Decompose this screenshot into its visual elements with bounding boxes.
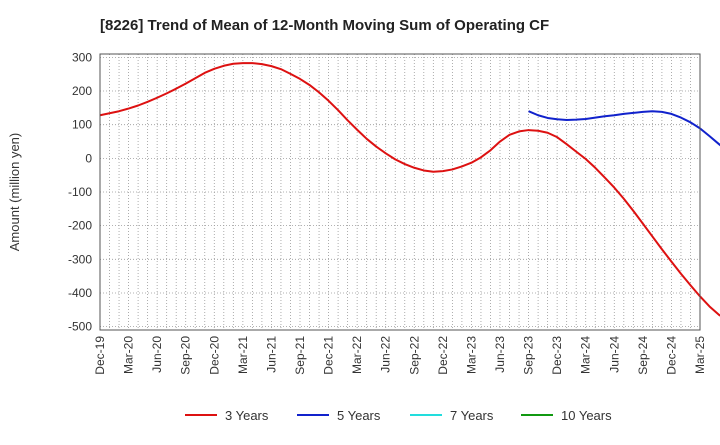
x-tick-label: Mar-21 [236,336,250,374]
legend-label: 7 Years [450,408,494,423]
x-tick-label: Dec-24 [664,336,678,375]
x-tick-label: Mar-22 [350,336,364,374]
y-tick-label: 100 [72,118,92,132]
x-tick-label: Mar-25 [693,336,707,374]
y-tick-label: 200 [72,84,92,98]
legend-label: 10 Years [561,408,612,423]
x-tick-label: Sep-20 [179,336,193,375]
legend-label: 3 Years [225,408,269,423]
x-tick-label: Sep-21 [293,336,307,375]
x-axis-ticks: Dec-19 Mar-20 Jun-20 Sep-20 Dec-20 Mar-21 Jun-… [93,336,707,375]
legend: 3 Years 5 Years 7 Years 10 Years [185,408,612,423]
x-tick-label: Jun-20 [150,336,164,373]
chart-title: [8226] Trend of Mean of 12-Month Moving … [100,17,549,34]
y-tick-label: -300 [68,252,92,266]
y-axis-ticks: 300 200 100 0 -100 -200 -300 -400 -500 [68,50,92,333]
y-tick-label: 300 [72,50,92,64]
plot-frame [99,53,701,331]
y-tick-label: -200 [68,219,92,233]
y-axis-label: Amount (million yen) [7,133,22,252]
x-tick-label: Sep-23 [522,336,536,375]
x-tick-label: Dec-23 [550,336,564,375]
x-tick-label: Mar-24 [579,336,593,374]
series-line-2 [528,110,720,147]
y-tick-label: -400 [68,286,92,300]
y-tick-label: -100 [68,185,92,199]
x-tick-label: Dec-22 [436,336,450,375]
series-lines [99,62,720,317]
x-tick-label: Jun-21 [264,336,278,373]
x-tick-label: Dec-20 [207,336,221,375]
series-line-1 [99,62,720,317]
x-tick-label: Jun-22 [379,336,393,373]
x-tick-label: Dec-21 [322,336,336,375]
x-tick-label: Sep-24 [636,336,650,375]
y-tick-label: -500 [68,320,92,334]
x-tick-label: Mar-23 [464,336,478,374]
x-tick-label: Jun-23 [493,336,507,373]
x-tick-label: Mar-20 [122,336,136,374]
legend-label: 5 Years [337,408,381,423]
grid [99,54,701,330]
x-tick-label: Sep-22 [407,336,421,375]
y-tick-label: 0 [85,151,92,165]
x-tick-label: Jun-24 [607,336,621,373]
x-tick-label: Dec-19 [93,336,107,375]
